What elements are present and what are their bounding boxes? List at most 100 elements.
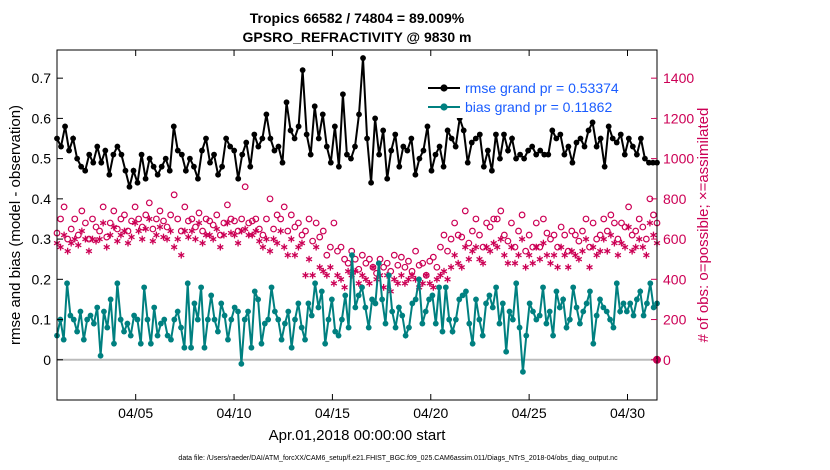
obs-assimilated-stroke (220, 232, 228, 238)
obs-assimilated-point (82, 235, 89, 243)
obs-possible-point (397, 253, 405, 261)
obs-assimilated-stroke (156, 224, 164, 230)
obs-assimilated-stroke (476, 256, 483, 262)
obs-assimilated-point (529, 259, 537, 267)
bias-point (369, 296, 375, 303)
y2-axis-label: # of obs: o=possible; ×=assimilated (695, 108, 712, 343)
obs-assimilated-stroke (430, 285, 437, 290)
rmse-point (66, 147, 72, 154)
bias-point (322, 340, 329, 347)
y-tick-label: 0.5 (32, 151, 52, 167)
rmse-point (315, 135, 322, 142)
bias-point (201, 344, 208, 351)
obs-assimilated-point (479, 259, 487, 267)
obs-possible-point (82, 219, 89, 227)
obs-assimilated-point (511, 259, 519, 267)
obs-assimilated-stroke (366, 281, 373, 286)
obs-assimilated-point (490, 239, 497, 247)
obs-assimilated-stroke (298, 240, 306, 246)
rmse-point (609, 135, 616, 142)
obs-assimilated-stroke (142, 226, 150, 232)
obs-possible-point (593, 235, 601, 243)
rmse-point (368, 179, 374, 186)
obs-assimilated-point (628, 247, 636, 255)
obs-possible-point (522, 247, 530, 255)
obs-assimilated-stroke (138, 236, 146, 242)
obs-possible-point (259, 231, 267, 239)
obs-possible-point (632, 227, 640, 235)
bias-point (312, 280, 319, 287)
obs-assimilated-point (639, 243, 647, 251)
rmse-point (529, 143, 536, 150)
rmse-point (396, 163, 403, 170)
obs-assimilated-stroke (465, 256, 473, 262)
obs-assimilated-stroke (234, 240, 242, 246)
bias-point (640, 312, 647, 319)
bias-point (164, 332, 171, 339)
bias-point (318, 288, 325, 295)
obs-assimilated-stroke (174, 236, 181, 242)
obs-assimilated-point (319, 267, 327, 275)
bias-point (107, 296, 114, 303)
obs-assimilated-stroke (312, 244, 320, 250)
obs-possible-point (202, 215, 210, 223)
bias-point (127, 332, 134, 339)
rmse-point (142, 175, 149, 182)
obs-assimilated-stroke (398, 273, 405, 278)
obs-possible-point (341, 255, 348, 263)
obs-possible-point (564, 247, 572, 255)
rmse-point (195, 175, 201, 182)
rmse-point (452, 143, 459, 150)
obs-assimilated-point (298, 239, 306, 247)
obs-assimilated-point (646, 219, 654, 227)
obs-assimilated-stroke (575, 256, 583, 262)
bias-point (449, 328, 456, 335)
obs-possible-point (145, 199, 153, 207)
bias-point (228, 316, 235, 323)
bias-point (426, 296, 432, 303)
rmse-point (517, 151, 523, 158)
obs-possible-point (280, 203, 288, 211)
rmse-point (327, 159, 334, 166)
obs-assimilated-point (163, 235, 171, 243)
rmse-point (110, 151, 117, 158)
bias-point (436, 284, 443, 291)
obs-assimilated-stroke (390, 277, 398, 282)
obs-possible-point (160, 217, 167, 225)
bias-point (406, 324, 412, 331)
rmse-point (625, 135, 632, 142)
obs-assimilated-stroke (170, 244, 178, 250)
bias-point (523, 332, 530, 339)
obs-assimilated-stroke (344, 269, 352, 274)
obs-possible-point (227, 215, 235, 223)
rmse-point (637, 135, 644, 142)
obs-assimilated-stroke (295, 244, 302, 250)
obs-possible-point (483, 219, 490, 227)
obs-assimilated-point (454, 259, 462, 267)
bias-point (463, 288, 469, 295)
obs-assimilated-stroke (146, 216, 153, 222)
bias-point (479, 332, 486, 339)
bias-point (168, 336, 174, 343)
obs-assimilated-point (206, 231, 213, 239)
obs-possible-point (220, 219, 228, 227)
obs-assimilated-stroke (586, 264, 593, 270)
obs-assimilated-stroke (529, 260, 537, 266)
rmse-point (86, 151, 93, 158)
bias-point (241, 316, 248, 323)
obs-possible-point (532, 219, 540, 227)
obs-assimilated-stroke (604, 248, 611, 254)
obs-possible-point (291, 223, 299, 231)
bias-point (416, 276, 422, 283)
rmse-point (235, 175, 242, 182)
rmse-point (613, 139, 620, 146)
obs-possible-point (369, 263, 377, 271)
obs-possible-point (302, 227, 309, 235)
obs-assimilated-point (330, 279, 338, 287)
bias-point (188, 344, 194, 351)
bias-point (432, 320, 439, 327)
bias-point (520, 368, 526, 375)
obs-assimilated-point (472, 243, 480, 251)
bias-point (446, 316, 453, 323)
bias-point (563, 324, 570, 331)
